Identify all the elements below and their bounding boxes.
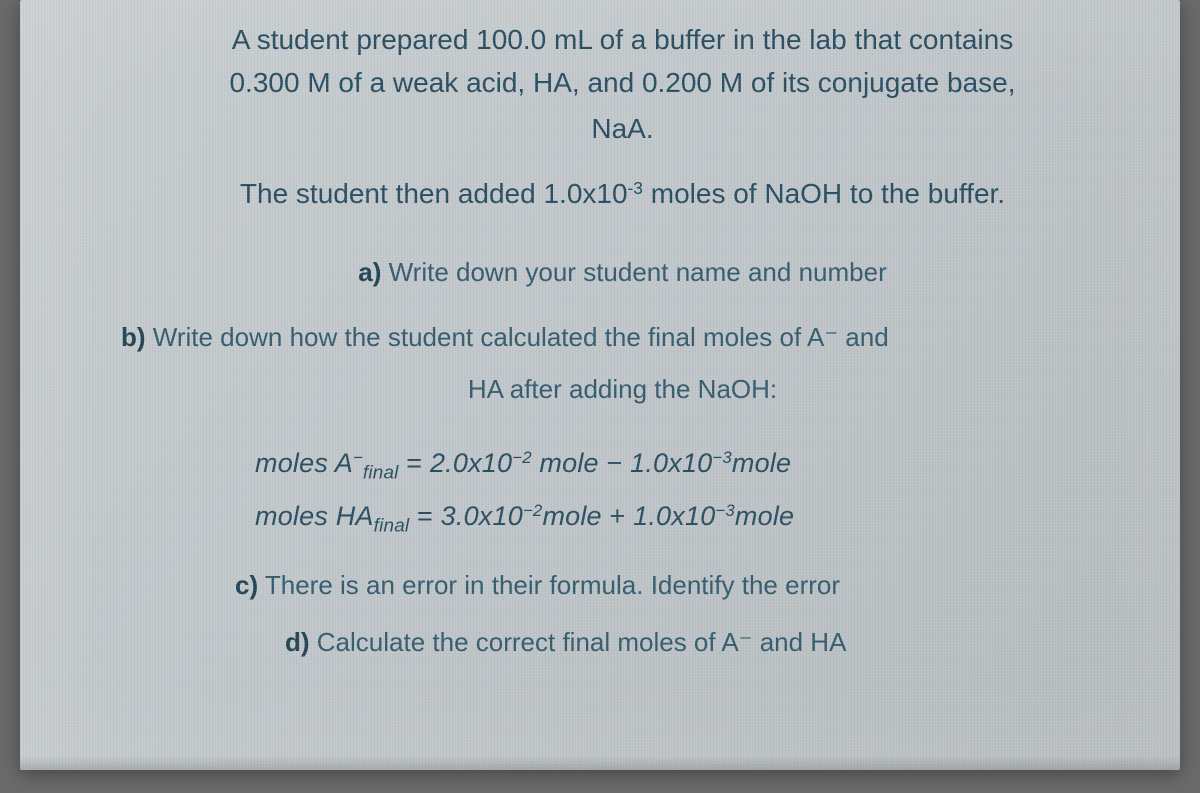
f2-lhs-prefix: moles HA — [255, 501, 374, 531]
f2-t1-exp: −2 — [523, 501, 542, 520]
part-a-text: Write down your student name and number — [381, 257, 886, 287]
f1-lhs-sub: final — [363, 462, 399, 483]
part-c-label: c) — [235, 570, 258, 600]
f1-lhs-prefix: moles A — [255, 448, 353, 478]
part-a: a) Write down your student name and numb… — [115, 250, 1130, 296]
part-b-text1: Write down how the student calculated th… — [146, 322, 889, 352]
intro-line-2: 0.300 M of a weak acid, HA, and 0.200 M … — [115, 61, 1130, 104]
intro-line-1: A student prepared 100.0 mL of a buffer … — [115, 18, 1130, 61]
f1-t2-coef: 1.0x10 — [630, 448, 712, 478]
f1-t1-exp: −2 — [512, 448, 531, 467]
intro-line-4-exp: -3 — [628, 178, 643, 198]
f1-t1-unit: mole — [532, 448, 599, 478]
f1-lhs-super: − — [353, 448, 363, 467]
intro-line-4-prefix: The student then added 1.0x10 — [240, 178, 628, 209]
f2-t2-coef: 1.0x10 — [633, 501, 715, 531]
part-c-text: There is an error in their formula. Iden… — [258, 570, 840, 600]
f2-eq: = — [409, 501, 440, 531]
f2-t1-unit: mole — [542, 501, 601, 531]
intro-line-4-suffix: moles of NaOH to the buffer. — [643, 178, 1005, 209]
part-a-label: a) — [358, 257, 381, 287]
f1-op: − — [599, 448, 630, 478]
part-b-line2: HA after adding the NaOH: — [115, 367, 1130, 413]
bottom-shadow — [20, 756, 1180, 770]
f1-t1-coef: 2.0x10 — [430, 448, 512, 478]
formula-a-minus: moles A−final = 2.0x10−2 mole − 1.0x10−3… — [255, 438, 1130, 491]
f2-t2-unit: mole — [735, 501, 794, 531]
intro-block: A student prepared 100.0 mL of a buffer … — [115, 18, 1130, 216]
f1-t2-unit: mole — [732, 448, 791, 478]
f1-t2-exp: −3 — [712, 448, 731, 467]
f2-op: + — [602, 501, 633, 531]
part-d-label: d) — [285, 627, 310, 657]
f2-t1-coef: 3.0x10 — [441, 501, 523, 531]
body-block: a) Write down your student name and numb… — [115, 250, 1130, 666]
part-c: c) There is an error in their formula. I… — [235, 563, 1130, 609]
intro-line-4: The student then added 1.0x10-3 moles of… — [115, 172, 1130, 215]
part-b-line1: b) Write down how the student calculated… — [121, 315, 1130, 361]
intro-line-3: NaA. — [115, 107, 1130, 150]
f1-eq: = — [399, 448, 430, 478]
f2-lhs-sub: final — [374, 516, 410, 537]
formula-ha: moles HAfinal = 3.0x10−2mole + 1.0x10−3m… — [255, 491, 1130, 544]
f2-t2-exp: −3 — [715, 501, 734, 520]
part-d: d) Calculate the correct final moles of … — [285, 620, 1130, 666]
question-paper: A student prepared 100.0 mL of a buffer … — [20, 0, 1180, 770]
part-b-label: b) — [121, 322, 146, 352]
part-d-text: Calculate the correct final moles of A⁻ … — [310, 627, 847, 657]
